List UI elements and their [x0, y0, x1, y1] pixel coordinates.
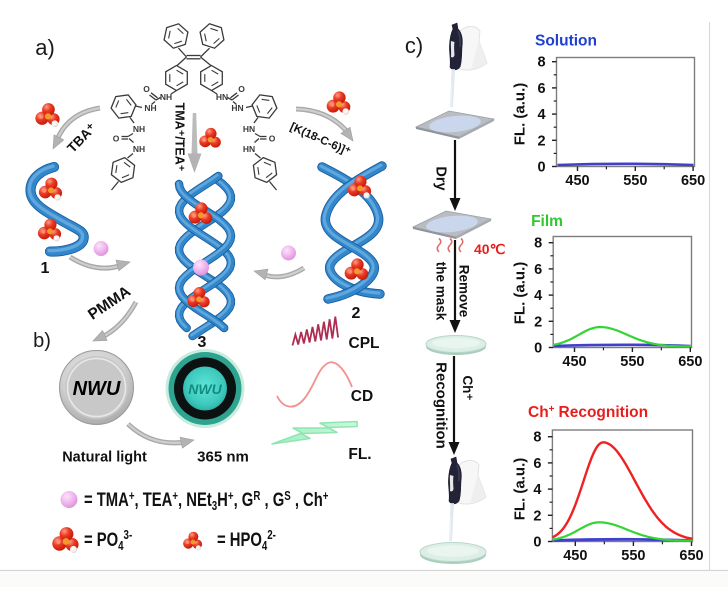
svg-text:650: 650 [678, 354, 702, 370]
svg-text:O: O [238, 84, 245, 94]
svg-text:CD: CD [351, 388, 373, 405]
svg-text:Film: Film [531, 213, 563, 230]
svg-text:1: 1 [41, 260, 50, 277]
svg-text:365 nm: 365 nm [197, 449, 249, 466]
svg-text:HN: HN [243, 124, 255, 134]
svg-text:the mask: the mask [434, 262, 449, 321]
svg-text:O: O [269, 134, 276, 144]
svg-text:2: 2 [352, 305, 361, 322]
svg-text:FL. (a.u.): FL. (a.u.) [512, 458, 529, 521]
svg-text:4: 4 [537, 107, 545, 123]
svg-text:550: 550 [621, 548, 645, 564]
svg-text:2: 2 [533, 508, 541, 524]
svg-text:NH: NH [133, 124, 145, 134]
svg-text:Solution: Solution [535, 33, 597, 50]
svg-text:HN: HN [231, 103, 243, 113]
svg-text:0: 0 [533, 535, 541, 551]
svg-text:O: O [113, 134, 120, 144]
svg-text:TMA⁺/TEA⁺: TMA⁺/TEA⁺ [173, 103, 187, 172]
svg-text:40℃: 40℃ [474, 241, 506, 257]
svg-text:8: 8 [533, 430, 541, 446]
svg-text:NWU: NWU [73, 378, 121, 400]
svg-text:6: 6 [534, 262, 542, 278]
svg-text:8: 8 [534, 236, 542, 252]
svg-text:450: 450 [563, 548, 587, 564]
svg-text:Remove: Remove [457, 265, 472, 318]
svg-text:8: 8 [537, 55, 545, 71]
svg-text:Ch+Recognition: Ch+ Recognition [528, 404, 648, 421]
svg-text:550: 550 [623, 173, 647, 189]
svg-text:FL. (a.u.): FL. (a.u.) [512, 262, 529, 325]
svg-text:Dry: Dry [433, 166, 449, 190]
svg-text:NH: NH [160, 92, 172, 102]
svg-text:2: 2 [537, 133, 545, 149]
svg-text:6: 6 [537, 81, 545, 97]
svg-text:O: O [143, 84, 150, 94]
svg-text:FL.: FL. [348, 446, 371, 463]
svg-text:a): a) [35, 35, 55, 60]
svg-text:4: 4 [533, 482, 541, 498]
svg-text:0: 0 [534, 341, 542, 357]
svg-text:450: 450 [562, 354, 586, 370]
svg-text:NH: NH [144, 103, 156, 113]
svg-text:3: 3 [198, 334, 207, 351]
svg-text:HN: HN [243, 144, 255, 154]
svg-text:= TMA+, TEA+, NEt3H+, GR , GS: = TMA+, TEA+, NEt3H+, GR , GS , Ch+ [84, 489, 329, 513]
svg-text:NH: NH [133, 144, 145, 154]
svg-text:HN: HN [216, 92, 228, 102]
svg-text:b): b) [33, 330, 51, 352]
svg-text:2: 2 [534, 314, 542, 330]
svg-text:6: 6 [533, 456, 541, 472]
svg-text:650: 650 [681, 173, 705, 189]
svg-text:550: 550 [620, 354, 644, 370]
svg-text:Recognition: Recognition [433, 362, 450, 449]
svg-text:c): c) [405, 33, 423, 58]
svg-text:Natural light: Natural light [62, 450, 147, 466]
svg-text:450: 450 [565, 173, 589, 189]
svg-text:FL. (a.u.): FL. (a.u.) [512, 83, 529, 146]
svg-text:650: 650 [679, 548, 703, 564]
svg-text:0: 0 [537, 160, 545, 176]
svg-text:NWU: NWU [188, 381, 222, 397]
svg-text:4: 4 [534, 288, 542, 304]
svg-text:CPL: CPL [349, 335, 380, 352]
svg-text:Ch⁺: Ch⁺ [460, 375, 475, 400]
